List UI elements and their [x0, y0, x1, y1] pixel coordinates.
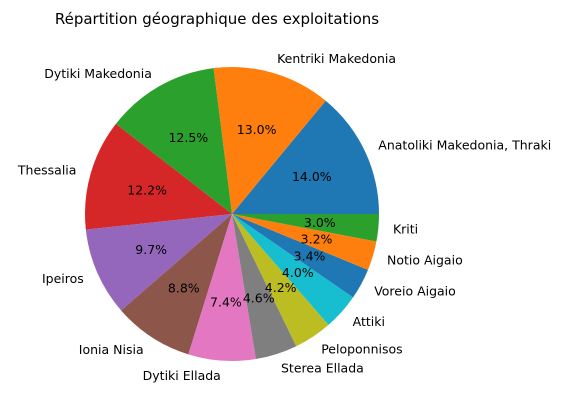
slice-ipeiros: [85, 214, 232, 311]
pct-label-dytiki-makedonia: 12.5%: [168, 130, 208, 145]
slice-label-sterea-ellada: Sterea Ellada: [281, 361, 364, 376]
slice-label-dytiki-makedonia: Dytiki Makedonia: [44, 66, 152, 81]
pct-label-anatoliki-makedonia-thraki: 14.0%: [292, 169, 332, 184]
pct-label-ionia-nisia: 8.8%: [168, 280, 200, 295]
pct-label-peloponnisos: 4.2%: [265, 280, 297, 295]
slice-label-ipeiros: Ipeiros: [42, 271, 84, 286]
slice-kentriki-makedonia: [213, 67, 326, 214]
slice-label-kriti: Kriti: [393, 222, 418, 237]
slice-thessalia: [85, 123, 233, 230]
pct-label-kentriki-makedonia: 13.0%: [237, 122, 277, 137]
slice-attiki: [232, 214, 354, 325]
slice-dytiki-ellada: [188, 214, 256, 362]
slice-label-kentriki-makedonia: Kentriki Makedonia: [277, 51, 396, 66]
pct-label-notio-aigaio: 3.2%: [301, 232, 333, 247]
slice-notio-aigaio: [232, 214, 377, 270]
pct-label-thessalia: 12.2%: [127, 182, 167, 197]
pct-label-ipeiros: 9.7%: [135, 242, 167, 257]
pct-label-voreio-aigaio: 3.4%: [294, 249, 326, 264]
chart-title: Répartition géographique des exploitatio…: [55, 10, 379, 28]
slice-anatoliki-makedonia-thraki: [232, 100, 379, 214]
slice-label-attiki: Attiki: [353, 314, 385, 329]
slice-label-thessalia: Thessalia: [17, 162, 77, 177]
slice-peloponnisos: [232, 214, 329, 347]
pct-label-attiki: 4.0%: [282, 265, 314, 280]
slice-labels: Anatoliki Makedonia, Thraki Kentriki Make…: [17, 51, 551, 383]
slice-label-voreio-aigaio: Voreio Aigaio: [374, 284, 456, 299]
pct-label-sterea-ellada: 4.6%: [243, 291, 275, 306]
slice-label-ionia-nisia: Ionia Nisia: [79, 342, 144, 357]
pct-label-kriti: 3.0%: [304, 215, 336, 230]
slice-ionia-nisia: [121, 214, 232, 355]
slice-kriti: [232, 214, 379, 242]
percentage-labels: 14.0% 13.0% 12.5% 12.2% 9.7% 8.8% 7.4% 4.6%4.2%…: [127, 122, 336, 310]
slice-sterea-ellada: [232, 214, 297, 360]
slice-label-notio-aigaio: Notio Aigaio: [387, 253, 463, 268]
slice-label-anatoliki-makedonia-thraki: Anatoliki Makedonia, Thraki: [378, 138, 551, 153]
slice-dytiki-makedonia: [115, 68, 232, 214]
slice-label-dytiki-ellada: Dytiki Ellada: [143, 368, 221, 383]
pie-slices: [85, 67, 379, 362]
slice-voreio-aigaio: [232, 214, 368, 298]
pct-label-dytiki-ellada: 7.4%: [210, 294, 242, 309]
slice-label-peloponnisos: Peloponnisos: [321, 341, 402, 356]
